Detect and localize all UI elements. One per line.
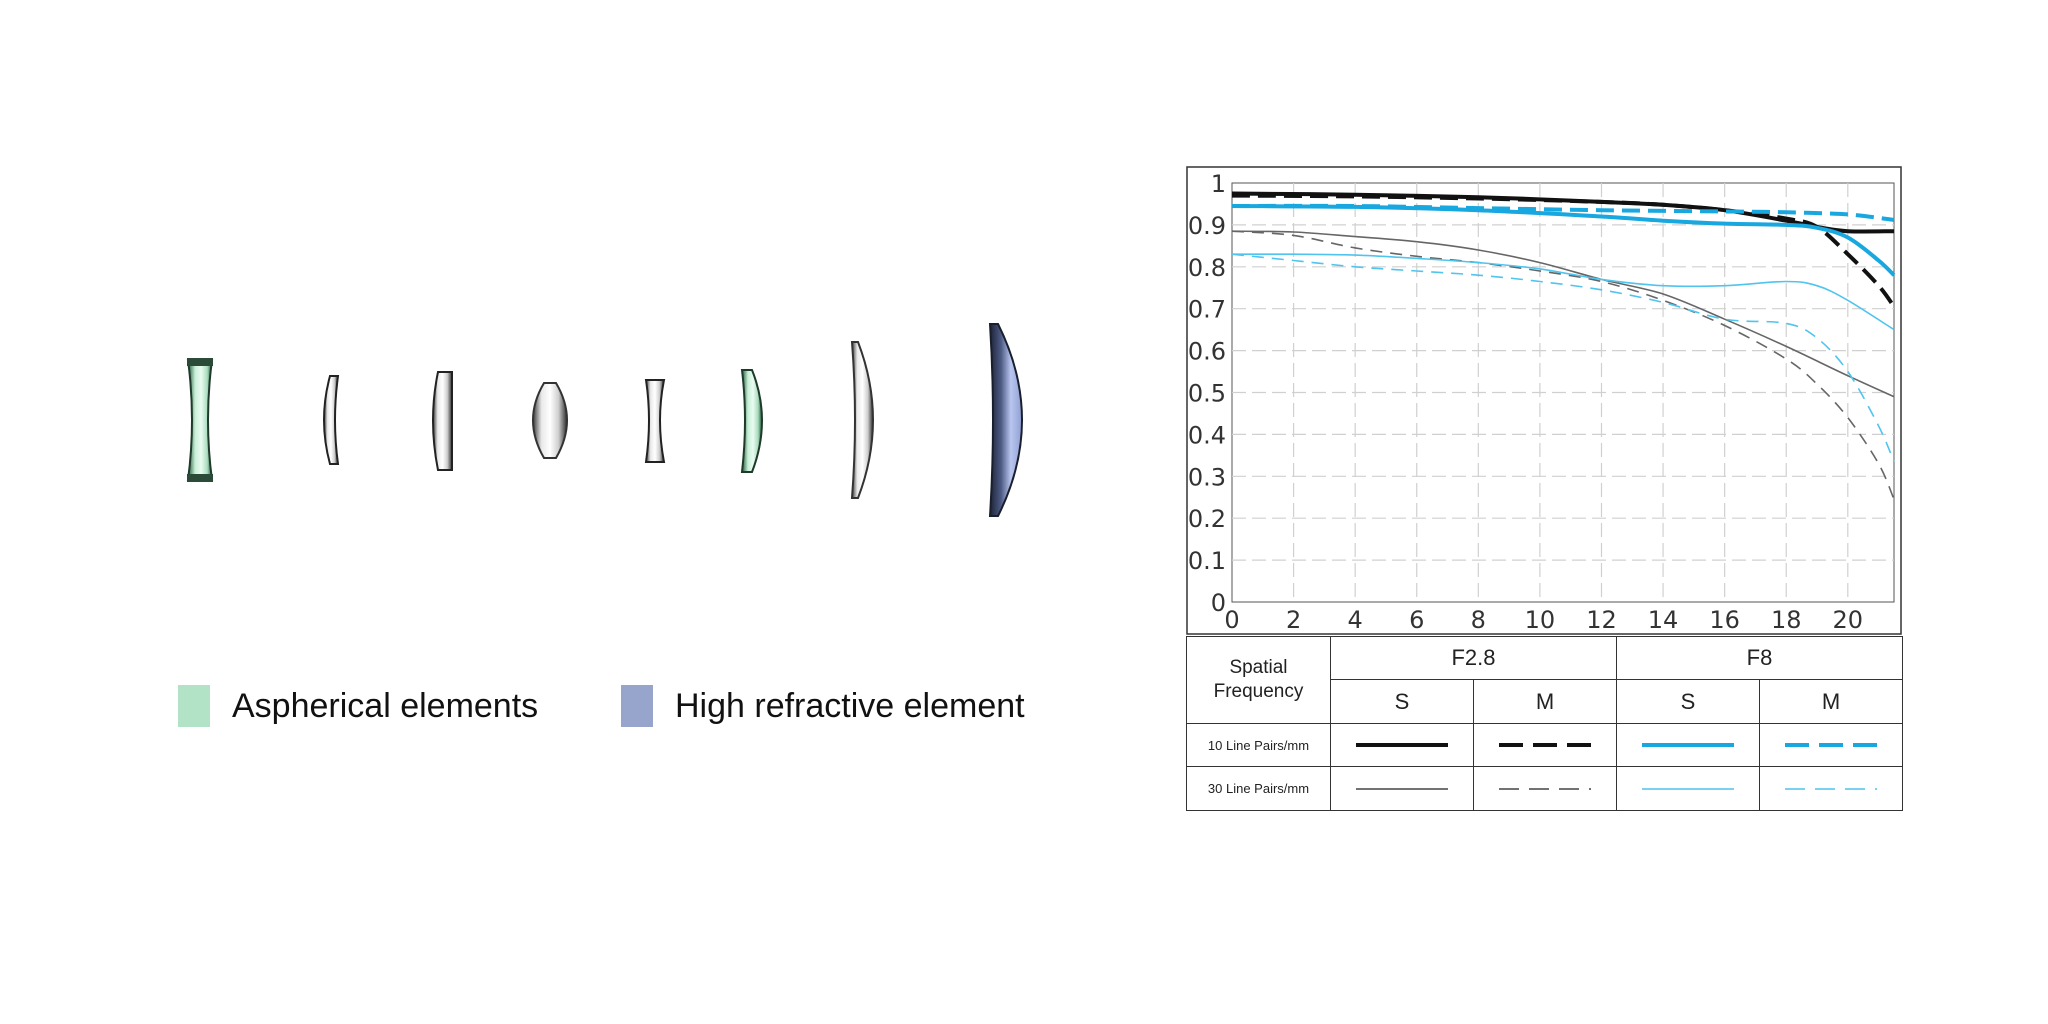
lens-element-3 xyxy=(432,371,453,471)
x-tick-label: 8 xyxy=(1471,606,1486,634)
x-tick-label: 14 xyxy=(1648,606,1679,634)
x-tick-label: 18 xyxy=(1771,606,1802,634)
x-tick-label: 6 xyxy=(1409,606,1424,634)
key-f28-m-30 xyxy=(1473,766,1617,811)
direction-header-f28-s: S xyxy=(1330,679,1474,724)
lens-element-6 xyxy=(740,369,763,473)
x-tick-label: 2 xyxy=(1286,606,1301,634)
legend-aspherical-label: Aspherical elements xyxy=(232,686,539,725)
y-tick-label: 0.5 xyxy=(1188,380,1226,408)
y-tick-label: 0.8 xyxy=(1188,254,1226,282)
direction-header-f8-m: M xyxy=(1759,679,1903,724)
direction-header-f28-m: M xyxy=(1473,679,1617,724)
lens-element-8 xyxy=(988,323,1023,517)
chart-ticks: 0 2 4 6 8 10 12 14 16 18 20 0 0.1 0.2 0.3 0.4 0.5 0.6 0.7 0… xyxy=(1188,170,1863,634)
x-tick-label: 20 xyxy=(1833,606,1864,634)
row-label-10lpmm: 10 Line Pairs/mm xyxy=(1186,723,1331,767)
key-f28-s-10 xyxy=(1330,723,1474,767)
y-tick-label: 0.1 xyxy=(1188,547,1226,575)
y-tick-label: 0.3 xyxy=(1188,463,1226,491)
legend-high-refractive-swatch xyxy=(621,685,653,727)
mtf-key-table: Spatial Frequency F2.8 F8 S M S M 10 Lin… xyxy=(1186,636,1903,811)
key-f28-s-30 xyxy=(1330,766,1474,811)
series-f8-m-30lpmm xyxy=(1231,253,1895,462)
spatial-frequency-line2: Frequency xyxy=(1213,681,1304,702)
row-label-30lpmm: 30 Line Pairs/mm xyxy=(1186,766,1331,811)
x-tick-label: 16 xyxy=(1709,606,1740,634)
legend-high-refractive-label: High refractive element xyxy=(675,686,1025,725)
lens-element-2 xyxy=(323,375,340,465)
series-f8-m-10lpmm xyxy=(1231,203,1895,222)
x-tick-label: 4 xyxy=(1348,606,1363,634)
lens-element-4 xyxy=(532,382,568,459)
series-f28-m-10lpmm xyxy=(1231,193,1896,308)
y-tick-label: 0.9 xyxy=(1188,212,1226,240)
key-f8-m-10 xyxy=(1759,723,1903,767)
y-tick-label: 0.7 xyxy=(1188,296,1226,324)
legend-aspherical-swatch xyxy=(178,685,210,727)
legend-high-refractive: High refractive element xyxy=(621,684,1025,728)
series-f28-s-30lpmm xyxy=(1231,230,1895,398)
key-f28-m-10 xyxy=(1473,723,1617,767)
key-f8-s-30 xyxy=(1616,766,1760,811)
lens-elements-illustration xyxy=(186,323,1023,517)
series-f8-s-30lpmm xyxy=(1231,253,1895,331)
lens-element-5 xyxy=(644,379,666,463)
spatial-frequency-line1: Spatial xyxy=(1229,657,1288,678)
aperture-header-f8: F8 xyxy=(1616,636,1903,680)
spatial-frequency-header: Spatial Frequency xyxy=(1186,636,1331,724)
key-f8-m-30 xyxy=(1759,766,1903,811)
chart-frame xyxy=(1186,166,1902,635)
y-tick-label: 0.6 xyxy=(1188,338,1226,366)
y-tick-label: 0.2 xyxy=(1188,505,1226,533)
x-tick-label: 0 xyxy=(1224,606,1239,634)
y-tick-label: 1 xyxy=(1211,170,1226,198)
lens-element-1 xyxy=(186,358,214,482)
aperture-header-f28: F2.8 xyxy=(1330,636,1617,680)
lens-element-7 xyxy=(850,341,874,499)
direction-header-f8-s: S xyxy=(1616,679,1760,724)
chart-series xyxy=(1231,191,1896,500)
y-tick-label: 0.4 xyxy=(1188,421,1226,449)
y-tick-label: 0 xyxy=(1211,589,1226,617)
x-tick-label: 12 xyxy=(1586,606,1617,634)
x-tick-label: 10 xyxy=(1525,606,1556,634)
key-f8-s-10 xyxy=(1616,723,1760,767)
mtf-chart: 0 2 4 6 8 10 12 14 16 18 20 0 0.1 0.2 0.3 0.4 0.5 0.6 0.7 0… xyxy=(1186,166,1902,635)
legend-aspherical: Aspherical elements xyxy=(178,684,538,728)
